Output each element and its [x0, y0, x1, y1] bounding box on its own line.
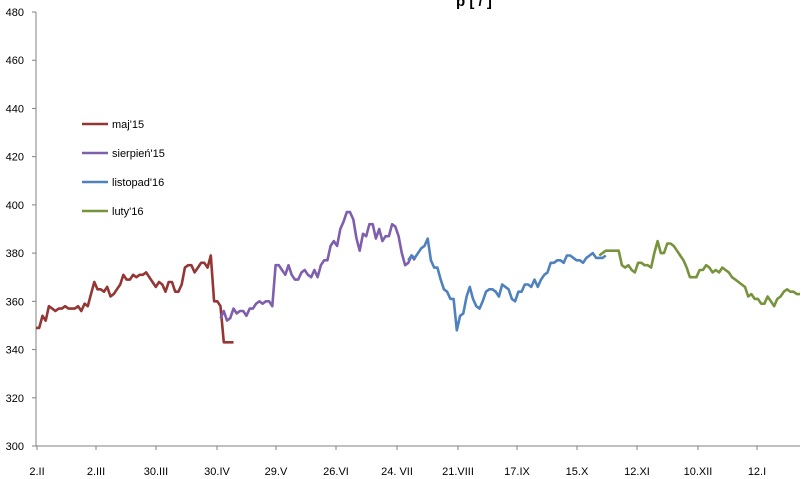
x-tick-label: 30.IV: [204, 466, 230, 478]
x-tick-label: 12.I: [748, 466, 766, 478]
y-tick-label: 460: [6, 55, 24, 67]
x-tick-label: 2.II: [29, 466, 44, 478]
legend-label-4: luty'16: [112, 206, 143, 218]
x-tick-label: 17.IX: [504, 466, 530, 478]
series-line-3: [407, 237, 607, 332]
x-tick-label: 15.X: [566, 466, 589, 478]
legend-label-2: sierpień'15: [112, 148, 165, 160]
legend-label-3: listopad'16: [112, 177, 164, 189]
y-tick-label: 420: [6, 152, 24, 164]
y-tick-label: 400: [6, 200, 24, 212]
y-tick-label: 360: [6, 296, 24, 308]
x-tick-label: 2.III: [87, 466, 105, 478]
x-tick-label: 29.V: [265, 466, 288, 478]
series-line-4: [598, 239, 800, 308]
y-tick-label: 480: [6, 7, 24, 19]
series-group: [36, 210, 800, 344]
y-tick-label: 380: [6, 248, 24, 260]
y-tick-label: 320: [6, 393, 24, 405]
legend: maj'15 sierpień'15 listopad'16 luty'16: [82, 119, 165, 218]
series-line-2: [219, 210, 416, 322]
y-axis-ticks: 300 320 340 360 380 400 420 440 460 480: [6, 7, 36, 453]
x-tick-label: 26.VI: [323, 466, 349, 478]
legend-label-1: maj'15: [112, 119, 144, 131]
x-tick-label: 10.XII: [684, 466, 713, 478]
x-tick-label: 21.VIII: [442, 466, 474, 478]
x-tick-label: 24. VII: [381, 466, 413, 478]
y-tick-label: 300: [6, 441, 24, 453]
y-tick-label: 340: [6, 345, 24, 357]
chart-title: p [ / ]: [456, 0, 492, 10]
series-line-1: [36, 254, 234, 344]
y-tick-label: 440: [6, 103, 24, 115]
x-tick-label: 12.XI: [624, 466, 650, 478]
x-tick-label: 30.III: [144, 466, 168, 478]
x-axis-ticks: 2.II 2.III 30.III 30.IV 29.V 26.VI 24. VII 21.V…: [29, 446, 766, 478]
